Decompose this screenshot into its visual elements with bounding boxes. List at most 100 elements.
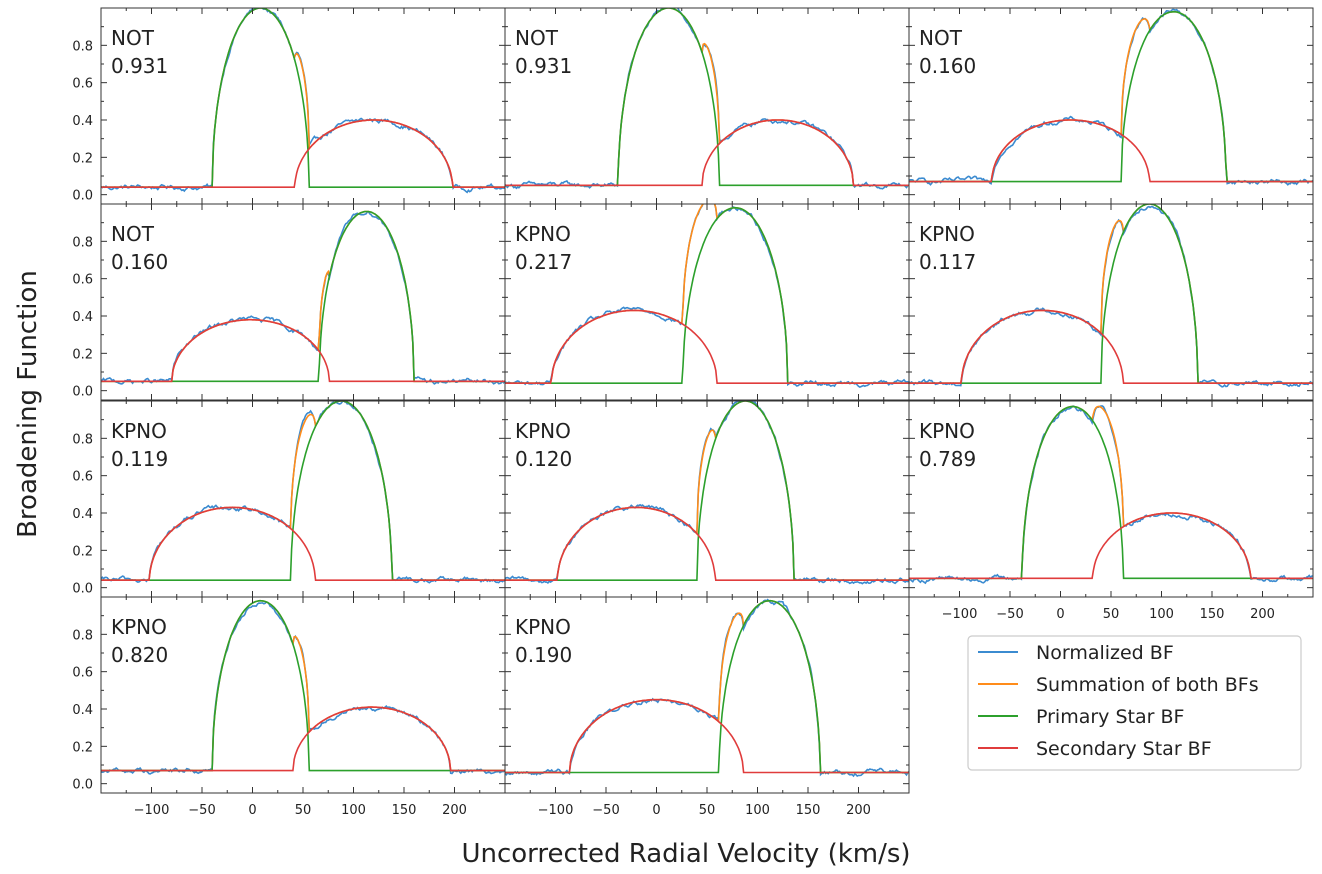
y-tick-label: 0.8 — [72, 39, 93, 54]
panel-3: NOT 0.160 — [908, 7, 1314, 205]
panel-7: 0.0 0.2 0.4 0.6 0.8 KPNO 0.119 — [72, 400, 506, 598]
x-tick-label: −100 — [134, 803, 170, 818]
x-tick-label: −100 — [942, 607, 978, 622]
secondary-bf-line — [505, 506, 909, 581]
panel-curves — [101, 599, 505, 775]
x-tick-label: 200 — [1250, 607, 1275, 622]
x-tick-label: 100 — [745, 803, 770, 818]
panel-11: −100 −50 0 50 100 150 200 KPNO 0.190 — [504, 596, 910, 818]
legend-frame — [967, 635, 1302, 771]
panel-curves — [505, 401, 909, 585]
panel-site-label: KPNO — [515, 222, 571, 246]
secondary-bf-line — [101, 318, 505, 383]
y-tick-label: 0.0 — [72, 582, 93, 597]
panels: 0.00.20.40.60.8 NOT0.931NOT0.931NOT0.1600… — [72, 7, 1314, 818]
panel-site-label: KPNO — [515, 615, 571, 639]
normalized-bf-line — [909, 205, 1313, 388]
panel-curves — [101, 210, 505, 385]
y-tick-label: 0.6 — [72, 273, 93, 288]
secondary-bf-line — [505, 698, 909, 774]
panel-phase-label: 0.190 — [515, 643, 572, 667]
x-tick-label: 0 — [248, 803, 256, 818]
legend-label-summation: Summation of both BFs — [1036, 674, 1259, 696]
panel-9: −100 −50 0 50 100 150 200 KPNO 0.789 — [908, 400, 1314, 622]
y-axis-label: Broadening Function — [13, 270, 43, 538]
panel-1: 0.0 0.2 0.4 0.6 0.8 NOT 0.931 — [72, 7, 506, 205]
y-tick-label: 0.0 — [72, 778, 93, 793]
x-tick-label: 200 — [442, 803, 467, 818]
panel-curves — [909, 8, 1313, 186]
legend-label-primary: Primary Star BF — [1036, 706, 1184, 728]
y-tick-label: 0.8 — [72, 432, 93, 447]
panel-6: KPNO 0.117 — [908, 203, 1314, 401]
x-tick-label: 100 — [341, 803, 366, 818]
panel-site-label: NOT — [111, 222, 155, 246]
panel-8: KPNO 0.120 — [504, 400, 910, 598]
primary-bf-line — [505, 8, 909, 187]
panel-phase-label: 0.931 — [111, 54, 168, 78]
normalized-bf-line — [101, 401, 505, 584]
x-tick-label: −50 — [996, 607, 1023, 622]
panel-5: KPNO 0.217 — [504, 203, 910, 401]
primary-bf-line — [101, 210, 505, 383]
panel-phase-label: 0.119 — [111, 447, 168, 471]
x-tick-label: 0 — [1056, 607, 1064, 622]
panel-curves — [909, 204, 1313, 388]
summation-bf-line — [909, 10, 1313, 183]
panel-site-label: KPNO — [919, 419, 975, 443]
y-tick-label: 0.6 — [72, 666, 93, 681]
panel-4: 0.0 0.2 0.4 0.6 0.8 NOT 0.160 — [72, 203, 506, 401]
panel-curves — [101, 401, 505, 584]
panel-phase-label: 0.120 — [515, 447, 572, 471]
panel-phase-label: 0.160 — [111, 250, 168, 274]
secondary-bf-line — [909, 119, 1313, 183]
panel-10: 0.0 0.2 0.4 0.6 0.8 −100 −50 0 50 100 150 200 KPNO 0.… — [72, 596, 506, 818]
panel-site-label: KPNO — [919, 222, 975, 246]
x-tick-label: 100 — [1149, 607, 1174, 622]
panel-curves — [505, 204, 909, 388]
panel-site-label: NOT — [111, 26, 155, 50]
y-tick-label: 0.2 — [72, 544, 93, 559]
panel-phase-label: 0.931 — [515, 54, 572, 78]
legend-entry-secondary: Secondary Star BF — [978, 738, 1212, 760]
panel-site-label: KPNO — [111, 615, 167, 639]
primary-bf-line — [909, 10, 1313, 183]
panel-phase-label: 0.789 — [919, 447, 976, 471]
panel-curves — [909, 405, 1313, 585]
summation-bf-line — [101, 210, 505, 383]
secondary-bf-line — [505, 309, 909, 384]
panel-site-label: KPNO — [515, 419, 571, 443]
x-tick-label: 150 — [796, 803, 821, 818]
y-tick-label: 0.8 — [72, 235, 93, 250]
secondary-bf-line — [101, 506, 505, 581]
y-tick-label: 0.6 — [72, 470, 93, 485]
x-tick-label: 50 — [295, 803, 312, 818]
y-tick-label: 0.4 — [72, 114, 93, 129]
legend-label-normalized: Normalized BF — [1036, 642, 1174, 664]
y-tick-label: 0.0 — [72, 385, 93, 400]
x-tick-label: 50 — [1103, 607, 1120, 622]
y-tick-label: 0.8 — [72, 628, 93, 643]
normalized-bf-line — [101, 211, 505, 385]
panel-phase-label: 0.820 — [111, 643, 168, 667]
y-tick-label: 0.4 — [72, 507, 93, 522]
panel-frame — [100, 203, 506, 401]
secondary-bf-line — [909, 512, 1313, 580]
y-tick-label: 0.0 — [72, 189, 93, 204]
x-tick-label: −50 — [188, 803, 215, 818]
panel-phase-label: 0.160 — [919, 54, 976, 78]
panel-2: NOT 0.931 — [504, 7, 910, 205]
panel-curves — [101, 8, 505, 194]
panel-frame — [908, 7, 1314, 205]
legend-entry-primary: Primary Star BF — [978, 706, 1184, 728]
y-tick-label: 0.4 — [72, 310, 93, 325]
secondary-bf-line — [909, 309, 1313, 384]
x-tick-label: 150 — [1200, 607, 1225, 622]
y-tick-label: 0.2 — [72, 347, 93, 362]
legend-entry-normalized: Normalized BF — [978, 642, 1174, 664]
panel-curves — [505, 598, 909, 778]
y-tick-label: 0.6 — [72, 77, 93, 92]
y-tick-label: 0.2 — [72, 151, 93, 166]
